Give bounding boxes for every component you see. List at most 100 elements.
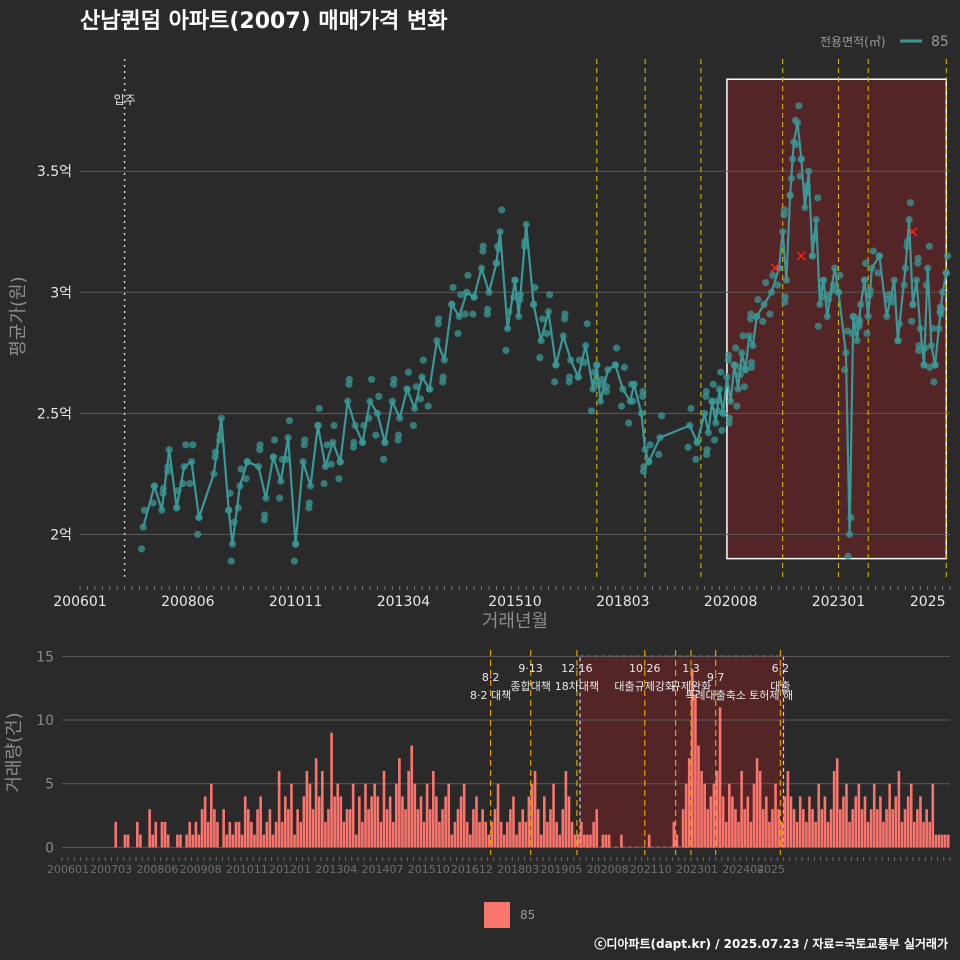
volume-x-tick-label: 201803 — [497, 863, 539, 876]
price-point — [330, 421, 338, 430]
volume-bar — [555, 821, 558, 848]
volume-y-tick-label: 0 — [45, 840, 54, 856]
volume-bar — [502, 834, 506, 848]
price-point — [469, 310, 477, 318]
volume-x-tick-label: 200806 — [136, 863, 178, 876]
price-point — [256, 446, 264, 454]
volume-bar — [379, 821, 383, 848]
volume-x-tick-label: 200908 — [180, 863, 222, 876]
move-in-label: 입주 — [114, 93, 136, 107]
volume-bar — [314, 758, 318, 848]
volume-bar — [820, 809, 824, 848]
volume-bar — [280, 821, 284, 848]
price-point — [780, 211, 788, 219]
price-point — [261, 511, 269, 519]
volume-bar — [916, 809, 919, 848]
price-point — [186, 479, 194, 488]
volume-bar — [358, 796, 361, 848]
volume-bar — [231, 834, 235, 848]
volume-bar — [814, 821, 817, 848]
price-point — [439, 373, 447, 381]
volume-bar — [515, 834, 518, 848]
price-point — [925, 242, 933, 250]
volume-bar — [407, 770, 410, 848]
price-point — [479, 247, 487, 255]
volume-bar — [607, 834, 611, 848]
price-point — [389, 380, 398, 388]
volume-bar — [339, 796, 343, 848]
volume-bar — [299, 821, 303, 848]
volume-x-tick-label: 201612 — [451, 863, 493, 876]
volume-bar — [428, 809, 432, 848]
legend-bar-swatch — [484, 902, 510, 928]
volume-bar — [832, 770, 836, 848]
volume-bar — [518, 821, 521, 848]
price-point — [137, 545, 146, 553]
volume-bar — [897, 770, 901, 848]
volume-bar — [487, 834, 491, 848]
volume-bar — [243, 796, 247, 848]
volume-x-tick-label: 201011 — [226, 863, 268, 876]
volume-bar — [398, 758, 401, 848]
volume-bar — [755, 758, 759, 848]
volume-bar — [265, 821, 269, 848]
volume-bar — [154, 821, 158, 848]
volume-bar — [724, 821, 728, 848]
volume-bar — [758, 770, 762, 848]
price-point — [498, 206, 506, 214]
volume-bar — [287, 809, 290, 848]
price-point — [717, 368, 725, 376]
volume-bar — [906, 796, 910, 848]
volume-bar — [817, 783, 821, 848]
volume-bar — [179, 834, 182, 848]
price-point — [404, 368, 413, 376]
volume-bar — [919, 796, 922, 848]
volume-bar — [361, 821, 364, 848]
chart-title: 산남퀸덤 아파트(2007) 매매가격 변화 — [80, 9, 447, 34]
volume-bar — [857, 783, 861, 848]
volume-bar — [570, 821, 574, 848]
volume-bar — [879, 796, 882, 848]
price-point — [464, 271, 472, 279]
volume-bar — [506, 821, 509, 848]
volume-bar — [709, 796, 713, 848]
volume-bar — [342, 821, 346, 848]
volume-bar — [247, 809, 250, 848]
volume-bar — [450, 834, 454, 848]
price-point — [874, 269, 882, 277]
volume-bar — [536, 809, 540, 848]
price-point — [943, 252, 952, 260]
price-point — [869, 247, 877, 255]
volume-bar — [438, 821, 441, 848]
policy-name-label: 규제완화 — [671, 680, 711, 693]
price-point — [350, 438, 358, 447]
volume-bar — [580, 821, 583, 848]
volume-bar — [435, 796, 438, 848]
y-tick-label: 2.5억 — [37, 406, 72, 422]
volume-bar — [703, 783, 706, 848]
volume-x-tick-label: 201304 — [315, 863, 357, 876]
volume-bar — [333, 796, 336, 848]
volume-bar — [475, 796, 478, 848]
volume-x-tick-label: 201510 — [408, 863, 450, 876]
volume-bar — [259, 796, 262, 848]
policy-date-label: 1·3 — [682, 662, 700, 675]
price-point — [345, 380, 353, 388]
volume-bar — [795, 821, 799, 848]
volume-bar — [786, 770, 790, 848]
volume-bar — [336, 783, 340, 848]
volume-bar — [490, 821, 494, 848]
price-point — [583, 320, 591, 328]
volume-bar — [882, 821, 885, 848]
volume-bar — [586, 834, 589, 848]
volume-bar — [441, 809, 444, 848]
x-tick-label: 200806 — [161, 594, 215, 610]
volume-bar — [293, 834, 296, 848]
legend-title: 전용면적(㎡) — [820, 35, 886, 49]
volume-bar — [684, 783, 688, 848]
price-point — [718, 426, 726, 434]
legend-top: 전용면적(㎡) 85 — [820, 34, 949, 50]
volume-bar — [225, 834, 229, 848]
volume-bar — [160, 821, 164, 848]
volume-bar — [136, 821, 139, 848]
